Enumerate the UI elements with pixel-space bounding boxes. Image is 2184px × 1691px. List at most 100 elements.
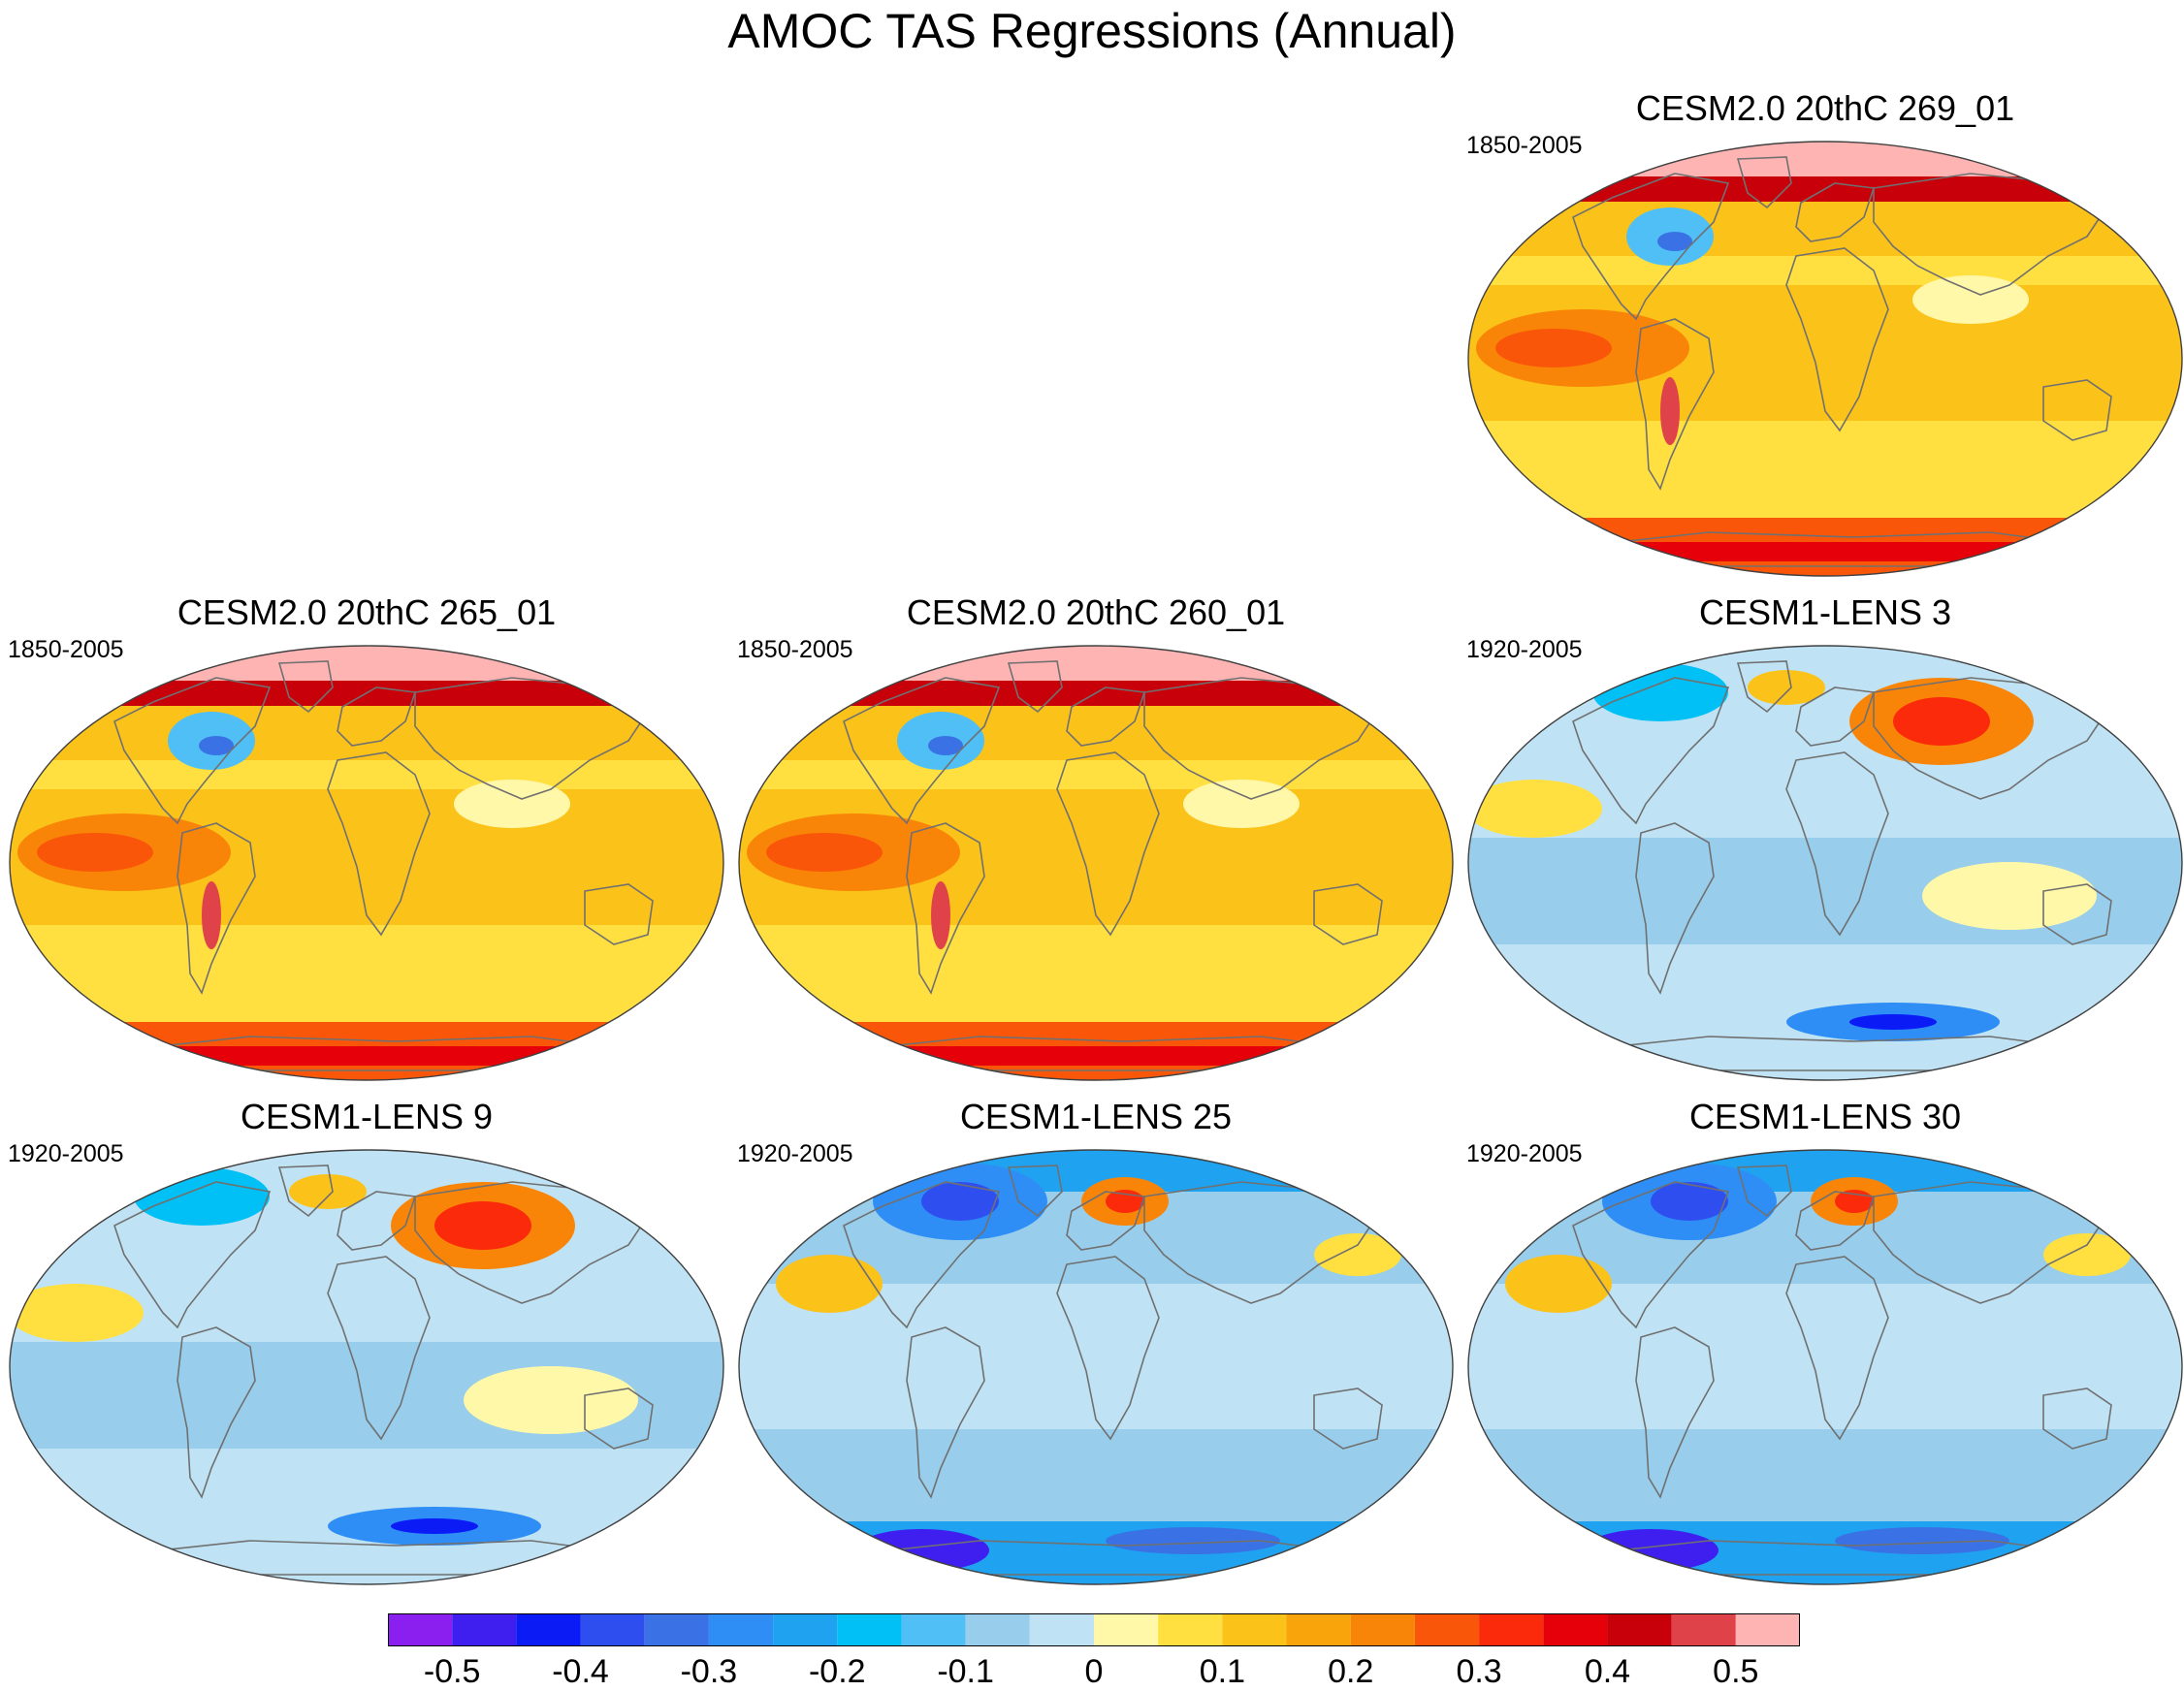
- south-america-coast: [1635, 318, 1715, 491]
- colorbar-swatch: [516, 1613, 581, 1646]
- field-band-northern-midlat: [1468, 198, 2182, 256]
- antarctic-core: [1468, 542, 2182, 561]
- map-panel-lens-30: CESM1-LENS 30 1920-2005: [1466, 1098, 2184, 1592]
- north-pacific-warm-anomaly: [1314, 1233, 1401, 1276]
- eurasia-warm-core: [434, 1201, 531, 1250]
- panel-period: 1920-2005: [1466, 636, 1583, 663]
- north-atlantic-cold-anomaly: [134, 1167, 270, 1226]
- africa-coast: [1785, 751, 1889, 937]
- greenland-coast: [1736, 1165, 1792, 1218]
- map-field: [10, 646, 723, 1080]
- australia-coast: [584, 883, 654, 945]
- coastlines: [842, 1165, 1383, 1576]
- robinson-map: [1467, 1149, 2183, 1585]
- colorbar-tick-label: -0.2: [808, 1653, 866, 1690]
- southern-ocean-cold-core: [391, 1518, 478, 1534]
- map-field: [739, 646, 1453, 1080]
- colorbar-swatch: [1671, 1613, 1736, 1646]
- north-atlantic-cold-core: [928, 736, 963, 755]
- colorbar-tick-label: 0: [1084, 1653, 1104, 1690]
- africa-coast: [327, 751, 431, 937]
- south-america-hotspot: [1660, 377, 1680, 445]
- colorbar-tick-label: 0.4: [1584, 1653, 1631, 1690]
- map-field: [1468, 1150, 2182, 1584]
- antarctic-core: [10, 1046, 723, 1066]
- arctic-band: [10, 646, 723, 683]
- indian-ocean-neutral: [1912, 275, 2029, 324]
- antarctic-core: [739, 1046, 1453, 1066]
- map-border: [9, 1149, 724, 1585]
- colorbar-swatch: [1286, 1613, 1351, 1646]
- weddell-cold-core: [853, 1529, 989, 1572]
- colorbar-swatch: [580, 1613, 645, 1646]
- australia-coast: [2042, 883, 2112, 945]
- australia-coast: [584, 1388, 654, 1450]
- panel-title: CESM1-LENS 9: [240, 1097, 494, 1136]
- panel-period: 1920-2005: [737, 1140, 853, 1167]
- south-america-hotspot: [202, 881, 221, 949]
- field-band-northern-midlat: [10, 702, 723, 760]
- arctic-band: [1468, 142, 2182, 178]
- north-america-coast: [1572, 1181, 1730, 1329]
- field-band-southern-ocean: [1468, 431, 2182, 508]
- south-america-coast: [177, 1326, 256, 1499]
- south-america-coast: [906, 1326, 985, 1499]
- colorbar-swatch: [1029, 1613, 1094, 1646]
- greenland-coast: [277, 1165, 334, 1218]
- south-america-coast: [906, 822, 985, 995]
- north-america-coast: [113, 677, 272, 825]
- robinson-map: [9, 1149, 724, 1585]
- indian-ocean-neutral: [1183, 780, 1300, 828]
- africa-coast: [1785, 1256, 1889, 1441]
- panel-title: CESM2.0 20thC 260_01: [906, 592, 1286, 632]
- africa-coast: [1056, 751, 1160, 937]
- panel-period: 1850-2005: [737, 636, 853, 663]
- map-field: [1468, 142, 2182, 576]
- colorbar-swatch: [708, 1613, 774, 1646]
- colorbar-tick-label: 0.3: [1456, 1653, 1502, 1690]
- colorbar-swatch: [773, 1613, 838, 1646]
- map-field: [739, 1150, 1453, 1584]
- map-border: [738, 1149, 1454, 1585]
- map-border: [1467, 645, 2183, 1081]
- colorbar-frame: [388, 1613, 1800, 1646]
- east-pacific-core: [37, 833, 153, 872]
- north-atlantic-cold-core: [1657, 232, 1692, 251]
- weddell-cold-core: [1583, 1529, 1718, 1572]
- north-atlantic-cold-core: [1651, 1182, 1728, 1221]
- north-america-coast: [113, 1181, 272, 1329]
- panel-period: 1920-2005: [1466, 1140, 1583, 1167]
- north-america-coast: [843, 1181, 1001, 1329]
- colorbar-tick-label: 0.5: [1713, 1653, 1759, 1690]
- europe-coast: [1066, 1191, 1146, 1251]
- south-america-coast: [1635, 1326, 1715, 1499]
- colorbar-swatch: [837, 1613, 902, 1646]
- europe-coast: [1795, 182, 1876, 242]
- eurasia-warm-core: [1893, 697, 1990, 746]
- ross-cold-core: [1835, 1527, 2009, 1554]
- colorbar-legend: -0.5 -0.4 -0.3 -0.2 -0.1 0 0.1 0.2 0.3 0.4 0.5: [388, 1613, 1800, 1691]
- colorbar-swatch: [1094, 1613, 1159, 1646]
- north-america-coast: [843, 677, 1001, 825]
- south-america-coast: [1635, 822, 1715, 995]
- north-america-coast: [1572, 173, 1730, 321]
- colorbar-swatch: [388, 1613, 453, 1646]
- east-pacific-warm-anomaly: [776, 1255, 883, 1313]
- map-border: [1467, 1149, 2183, 1585]
- colorbar-tick-label: -0.4: [552, 1653, 609, 1690]
- colorbar-tick-label: 0.2: [1328, 1653, 1374, 1690]
- north-pacific-warm-anomaly: [2043, 1233, 2131, 1276]
- europe-coast: [337, 686, 417, 747]
- barents-warm-core: [1106, 1190, 1144, 1213]
- map-border: [9, 645, 724, 1081]
- east-pacific-core: [1495, 329, 1612, 367]
- colorbar-tick-label: -0.5: [423, 1653, 481, 1690]
- map-panel-lens-3: CESM1-LENS 3 1920-2005: [1466, 593, 2184, 1088]
- map-panel-lens-25: CESM1-LENS 25 1920-2005: [737, 1098, 1455, 1592]
- panel-title: CESM2.0 20thC 265_01: [177, 592, 557, 632]
- robinson-map: [9, 645, 724, 1081]
- field-band-southern-ocean: [10, 935, 723, 1012]
- greenland-coast: [1736, 660, 1792, 714]
- greenland-coast: [277, 660, 334, 714]
- north-america-coast: [1572, 677, 1730, 825]
